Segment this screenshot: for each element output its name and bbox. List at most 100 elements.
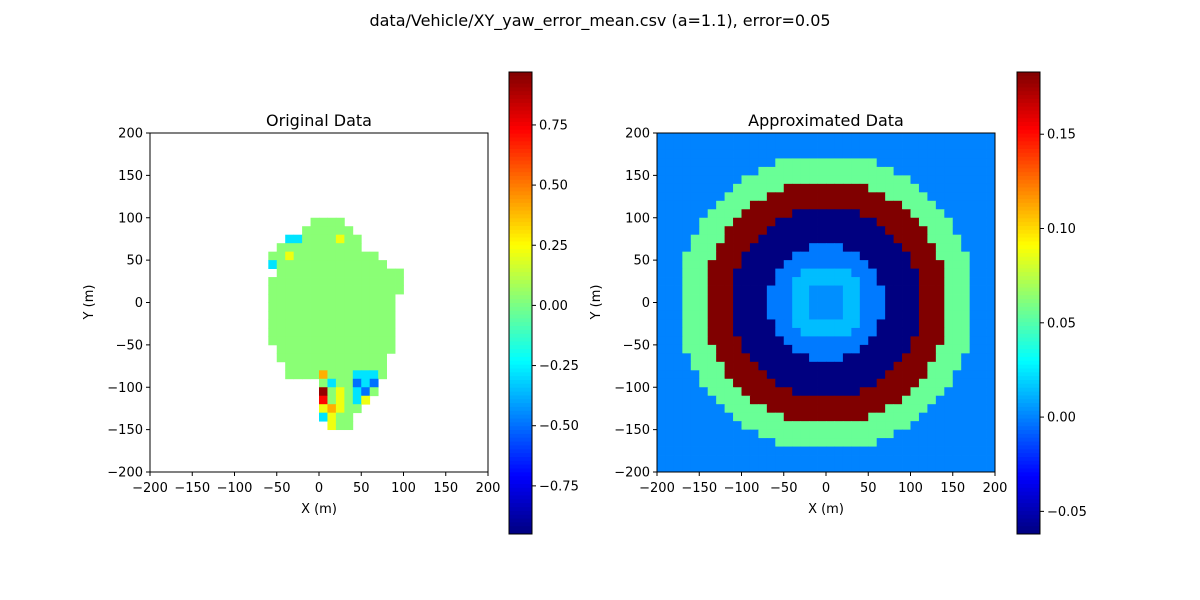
heatmap-cell (969, 327, 979, 337)
heatmap-cell (978, 446, 987, 456)
colorbar-segment (1017, 387, 1040, 393)
heatmap-cell (842, 141, 852, 151)
heatmap-cell (344, 387, 354, 397)
heatmap-cell (902, 353, 911, 363)
heatmap-cell (699, 370, 709, 380)
heatmap-cell (327, 353, 337, 363)
colorbar-segment (1017, 226, 1040, 231)
heatmap-cell (699, 183, 709, 193)
colorbar-segment (509, 183, 532, 188)
heatmap-cell (800, 158, 810, 168)
heatmap-cell (741, 226, 751, 236)
heatmap-cell (344, 404, 354, 414)
heatmap-cell (961, 387, 971, 397)
heatmap-cell (978, 251, 987, 261)
heatmap-cell (952, 277, 962, 286)
colorbar-segment (1017, 72, 1040, 77)
heatmap-cell (969, 336, 979, 346)
heatmap-cell (783, 455, 793, 464)
colorbar-segment (509, 426, 532, 431)
heatmap-cell (733, 353, 742, 363)
heatmap-cell (673, 455, 683, 464)
colorbar-segment (509, 453, 532, 458)
heatmap-cell (918, 395, 928, 405)
heatmap-cell (952, 463, 962, 473)
heatmap-cell (826, 387, 835, 397)
heatmap-cell (344, 277, 354, 286)
heatmap-cell (741, 209, 751, 219)
heatmap-cell (817, 149, 827, 159)
heatmap-cell (741, 149, 751, 159)
heatmap-cell (749, 353, 759, 363)
heatmap-cell (918, 463, 928, 473)
heatmap-cell (783, 302, 793, 312)
heatmap-cell (775, 209, 785, 219)
heatmap-cell (741, 133, 751, 142)
heatmap-cell (741, 302, 751, 312)
heatmap-cell (724, 226, 734, 236)
heatmap-cell (918, 243, 928, 253)
colorbar-segment (1017, 507, 1040, 512)
heatmap-cell (927, 192, 937, 202)
heatmap-cell (918, 251, 928, 261)
heatmap-cell (944, 200, 954, 210)
y-tick-label: 100 (118, 211, 143, 226)
heatmap-cell (766, 192, 776, 202)
heatmap-cell (775, 141, 785, 151)
heatmap-cell (758, 378, 768, 388)
heatmap-cell (792, 217, 802, 227)
heatmap-cell (285, 277, 295, 286)
heatmap-cell (885, 378, 894, 388)
heatmap-cell (969, 166, 979, 176)
heatmap-cell (758, 251, 768, 261)
heatmap-cell (310, 234, 320, 244)
heatmap-cell (344, 319, 354, 329)
colorbar-segment (509, 83, 532, 88)
heatmap-cell (868, 378, 878, 388)
heatmap-cell (986, 404, 996, 414)
heatmap-cell (842, 251, 852, 261)
heatmap-cell (944, 429, 954, 439)
heatmap-cell (749, 327, 759, 337)
colorbar-segment (1017, 510, 1040, 516)
colorbar-segment (1017, 256, 1040, 262)
heatmap-cell (927, 200, 937, 210)
heatmap-cell (978, 412, 987, 422)
heatmap-cell (910, 183, 920, 193)
heatmap-cell (665, 302, 675, 312)
heatmap-cell (699, 251, 709, 261)
heatmap-cell (885, 412, 894, 422)
colorbar-segment (509, 387, 532, 393)
heatmap-cell (800, 319, 810, 329)
heatmap-cell (859, 438, 869, 447)
heatmap-cell (800, 438, 810, 447)
heatmap-cell (716, 183, 725, 193)
heatmap-cell (800, 404, 810, 414)
heatmap-cell (707, 421, 717, 431)
heatmap-cell (893, 438, 903, 447)
heatmap-cell (285, 336, 295, 346)
heatmap-cell (927, 277, 937, 286)
heatmap-cell (817, 378, 827, 388)
heatmap-cell (792, 429, 802, 439)
heatmap-cell (386, 268, 396, 278)
colorbar-segment (1017, 110, 1040, 115)
original-data-xlabel: X (m) (301, 502, 337, 517)
heatmap-cell (902, 455, 911, 464)
heatmap-cell (859, 260, 869, 270)
heatmap-cell (665, 463, 675, 473)
heatmap-cell (783, 438, 793, 447)
heatmap-cell (952, 412, 962, 422)
heatmap-cell (310, 226, 320, 236)
heatmap-cell (276, 336, 286, 346)
heatmap-cell (918, 277, 928, 286)
x-tick-label: −50 (263, 481, 290, 496)
heatmap-cell (665, 438, 675, 447)
heatmap-cell (386, 285, 396, 295)
colorbar-segment (1017, 206, 1040, 212)
colorbar-segment (1017, 241, 1040, 246)
heatmap-cell (792, 302, 802, 312)
heatmap-cell (724, 378, 734, 388)
heatmap-cell (927, 133, 937, 142)
heatmap-cell (834, 421, 844, 431)
